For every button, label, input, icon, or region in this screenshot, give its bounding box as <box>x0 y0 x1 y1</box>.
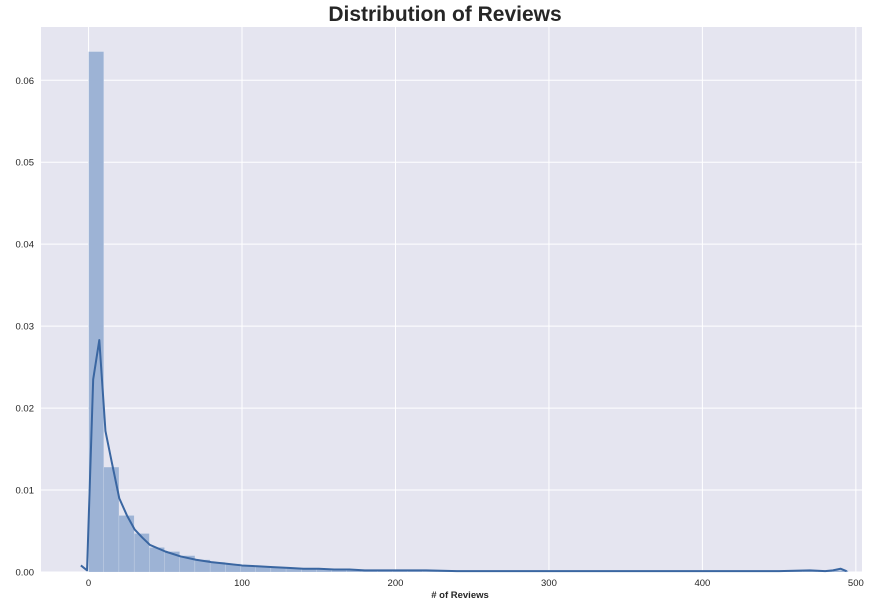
x-tick-label-0: 0 <box>86 578 91 589</box>
x-tick-label-1: 100 <box>234 578 250 589</box>
x-axis-label: # of Reviews <box>431 590 489 601</box>
y-tick-label-0: 0.00 <box>16 568 35 579</box>
y-tick-label-5: 0.05 <box>16 158 35 169</box>
x-tick-label-4: 400 <box>694 578 710 589</box>
x-tick-labels: 0 100 200 300 400 500 <box>86 578 864 589</box>
x-tick-label-5: 500 <box>848 578 864 589</box>
y-tick-label-6: 0.06 <box>16 76 35 87</box>
x-tick-label-3: 300 <box>541 578 557 589</box>
y-tick-labels: 0.00 0.01 0.02 0.03 0.04 0.05 0.06 <box>16 76 35 579</box>
y-tick-label-4: 0.04 <box>16 240 35 251</box>
x-tick-label-2: 200 <box>388 578 404 589</box>
grid-lines <box>41 27 862 573</box>
y-tick-label-2: 0.02 <box>16 404 35 415</box>
histogram-bar-3 <box>133 533 150 573</box>
y-tick-label-1: 0.01 <box>16 486 35 497</box>
y-tick-label-3: 0.03 <box>16 322 35 333</box>
histogram-bar-0 <box>88 51 104 573</box>
kde-line <box>80 339 848 573</box>
plot-area <box>41 27 862 572</box>
chart-title: Distribution of Reviews <box>328 3 561 26</box>
